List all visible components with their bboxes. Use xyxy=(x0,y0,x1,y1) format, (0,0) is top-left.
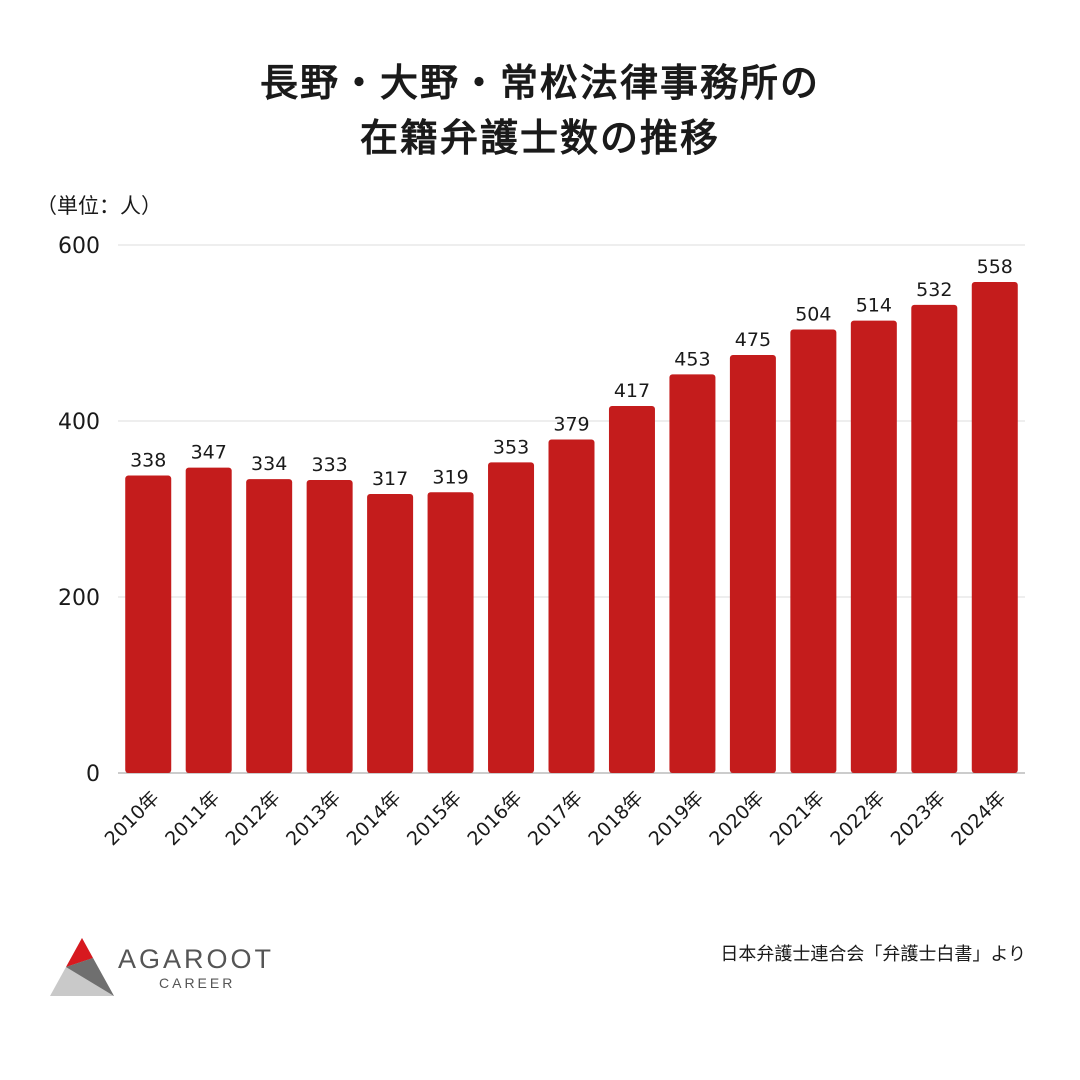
bar xyxy=(427,492,474,773)
data-label: 317 xyxy=(372,468,408,490)
y-tick-label: 0 xyxy=(86,762,100,787)
data-label: 453 xyxy=(674,348,710,370)
source-note: 日本弁護士連合会「弁護士白書」より xyxy=(720,944,1026,965)
data-label: 347 xyxy=(191,442,227,464)
bar xyxy=(971,281,1018,773)
agaroot-logo: AGAROOT CAREER xyxy=(48,936,288,1000)
x-tick-label: 2017年 xyxy=(524,787,587,850)
bar xyxy=(246,479,293,773)
chart-title-line-1: 長野・大野・常松法律事務所の xyxy=(259,61,820,105)
data-label: 319 xyxy=(432,466,468,488)
data-label: 379 xyxy=(553,413,589,435)
bar-chart: 0 200 400 600 338 2010年 347 2011年 334 2012年 333 201… xyxy=(58,234,1025,850)
bar xyxy=(548,439,595,773)
bar xyxy=(367,494,414,773)
x-tick-label: 2023年 xyxy=(887,787,950,850)
x-tick-label: 2021年 xyxy=(766,787,829,850)
bar xyxy=(729,355,776,773)
data-label: 514 xyxy=(856,295,892,317)
data-label: 558 xyxy=(977,256,1013,278)
data-label: 504 xyxy=(795,303,831,325)
data-label: 334 xyxy=(251,453,287,475)
x-tick-label: 2015年 xyxy=(403,787,466,850)
bar xyxy=(911,304,958,773)
x-tick-label: 2016年 xyxy=(463,787,526,850)
data-label: 338 xyxy=(130,450,166,472)
bar xyxy=(790,329,837,773)
bar xyxy=(125,475,172,773)
bar xyxy=(850,320,897,773)
logo-subtitle: CAREER xyxy=(159,975,236,991)
x-tick-label: 2024年 xyxy=(947,787,1010,850)
bar xyxy=(185,467,232,773)
x-tick-label: 2014年 xyxy=(342,787,405,850)
x-tick-label: 2010年 xyxy=(101,787,164,850)
bar xyxy=(608,406,655,773)
y-tick-label: 200 xyxy=(58,586,100,611)
data-label: 475 xyxy=(735,329,771,351)
data-label: 353 xyxy=(493,436,529,458)
unit-label: （単位：人） xyxy=(36,194,162,218)
chart-title-line-2: 在籍弁護士数の推移 xyxy=(359,116,720,160)
data-label: 333 xyxy=(312,454,348,476)
y-tick-label: 400 xyxy=(58,410,100,435)
x-tick-label: 2019年 xyxy=(645,787,708,850)
bar xyxy=(306,479,353,773)
x-tick-label: 2012年 xyxy=(222,787,285,850)
bar xyxy=(488,462,535,773)
logo-wordmark: AGAROOT xyxy=(118,944,275,974)
data-label: 417 xyxy=(614,380,650,402)
x-tick-label: 2018年 xyxy=(584,787,647,850)
x-tick-label: 2022年 xyxy=(826,787,889,850)
agaroot-triangle-logo-icon xyxy=(50,938,114,996)
y-tick-label: 600 xyxy=(58,234,100,259)
x-tick-label: 2013年 xyxy=(282,787,345,850)
x-tick-label: 2011年 xyxy=(161,787,224,850)
x-tick-label: 2020年 xyxy=(705,787,768,850)
data-label: 532 xyxy=(916,279,952,301)
bar xyxy=(669,374,716,773)
